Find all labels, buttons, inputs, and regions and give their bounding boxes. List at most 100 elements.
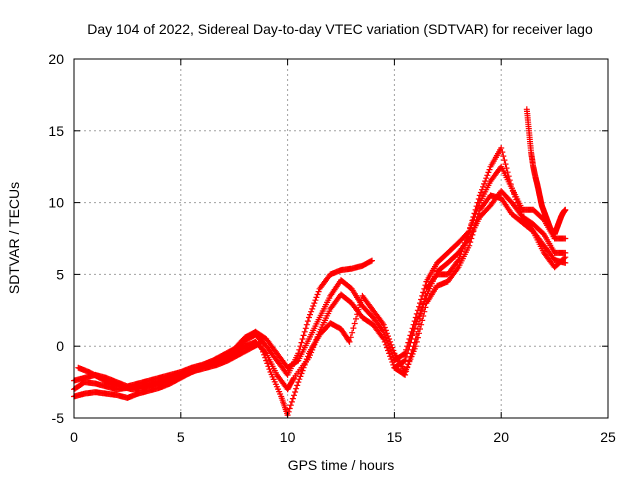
data-point [505, 173, 512, 180]
data-point [410, 321, 417, 328]
data-point [500, 153, 507, 160]
data-point [315, 288, 322, 295]
data-point [265, 363, 272, 370]
data-point [355, 306, 362, 313]
data-point [483, 175, 490, 182]
data-point [387, 338, 394, 345]
data-point [407, 332, 414, 339]
data-point [422, 304, 429, 311]
data-point [266, 366, 273, 373]
data-point [294, 382, 301, 389]
data-point [304, 353, 311, 360]
data-point [302, 359, 309, 365]
data-point [460, 242, 467, 249]
data-point [308, 308, 315, 315]
data-point [420, 313, 427, 319]
data-point [414, 334, 421, 341]
data-point [474, 199, 481, 206]
data-point [499, 149, 506, 156]
y-tick-label: 5 [56, 266, 64, 282]
y-tick-label: 10 [48, 195, 64, 211]
chart-title: Day 104 of 2022, Sidereal Day-to-day VTE… [87, 21, 593, 37]
y-tick-label: 15 [48, 123, 64, 139]
data-point [300, 332, 307, 339]
data-point [417, 326, 423, 332]
data-point [470, 228, 477, 235]
x-tick-label: 0 [70, 429, 78, 445]
data-point [514, 199, 521, 206]
data-point [381, 324, 388, 331]
data-point [461, 239, 468, 246]
data-point [369, 257, 375, 264]
data-point [472, 221, 479, 228]
data-point [503, 165, 510, 172]
data-point [291, 392, 297, 399]
data-point [458, 248, 465, 255]
data-point [476, 192, 483, 199]
x-tick-label: 5 [177, 429, 185, 445]
data-point [385, 333, 391, 340]
data-point [475, 196, 482, 202]
data-point [401, 358, 407, 365]
data-point [263, 357, 270, 364]
series-track-spike [523, 106, 569, 238]
data-point [293, 385, 300, 392]
data-point [508, 185, 515, 192]
data-point [515, 202, 522, 209]
data-point [296, 376, 303, 383]
data-point [304, 318, 311, 325]
data-point [388, 341, 395, 348]
axis-ticks: 0 5 10 15 20 25 -5 0 5 10 15 20 [48, 51, 616, 445]
data-point [459, 245, 466, 252]
data-point [295, 350, 302, 357]
data-point [412, 343, 419, 350]
data-point [303, 321, 310, 328]
data-point [466, 242, 473, 249]
data-point [312, 297, 319, 304]
data-point [302, 325, 309, 332]
data-point [303, 356, 310, 363]
data-point [482, 178, 489, 185]
data-point [383, 330, 390, 337]
data-point [257, 343, 264, 350]
data-point [498, 145, 505, 151]
data-point [421, 308, 428, 315]
data-point [507, 181, 514, 188]
data-point [309, 305, 316, 312]
data-point [353, 315, 359, 322]
data-point [456, 254, 463, 261]
data-point [300, 364, 307, 371]
data-point [295, 379, 302, 386]
data-point [289, 395, 296, 402]
y-tick-label: 20 [48, 51, 64, 67]
y-axis-title: SDTVAR / TECUs [6, 182, 22, 294]
data-point [390, 347, 397, 354]
data-point [413, 338, 420, 345]
data-point [480, 183, 486, 190]
data-point [347, 334, 354, 341]
data-point [389, 344, 396, 351]
data-point [259, 346, 265, 353]
data-point [349, 329, 356, 336]
data-point [401, 351, 407, 358]
data-point [518, 211, 525, 218]
x-tick-label: 10 [280, 429, 296, 445]
data-point [301, 328, 308, 335]
data-point [262, 354, 269, 361]
data-point [419, 317, 426, 324]
data-point [297, 373, 304, 380]
data-point [506, 177, 513, 184]
data-point [405, 339, 412, 346]
data-point [260, 348, 266, 355]
data-point [477, 189, 484, 196]
data-point [513, 196, 520, 203]
data-point [408, 328, 415, 335]
data-point [296, 346, 303, 353]
data-point [484, 172, 491, 179]
data-point [463, 236, 469, 243]
data-point [288, 398, 295, 405]
data-point [467, 239, 474, 246]
data-point [416, 303, 422, 310]
data-point [486, 166, 493, 173]
